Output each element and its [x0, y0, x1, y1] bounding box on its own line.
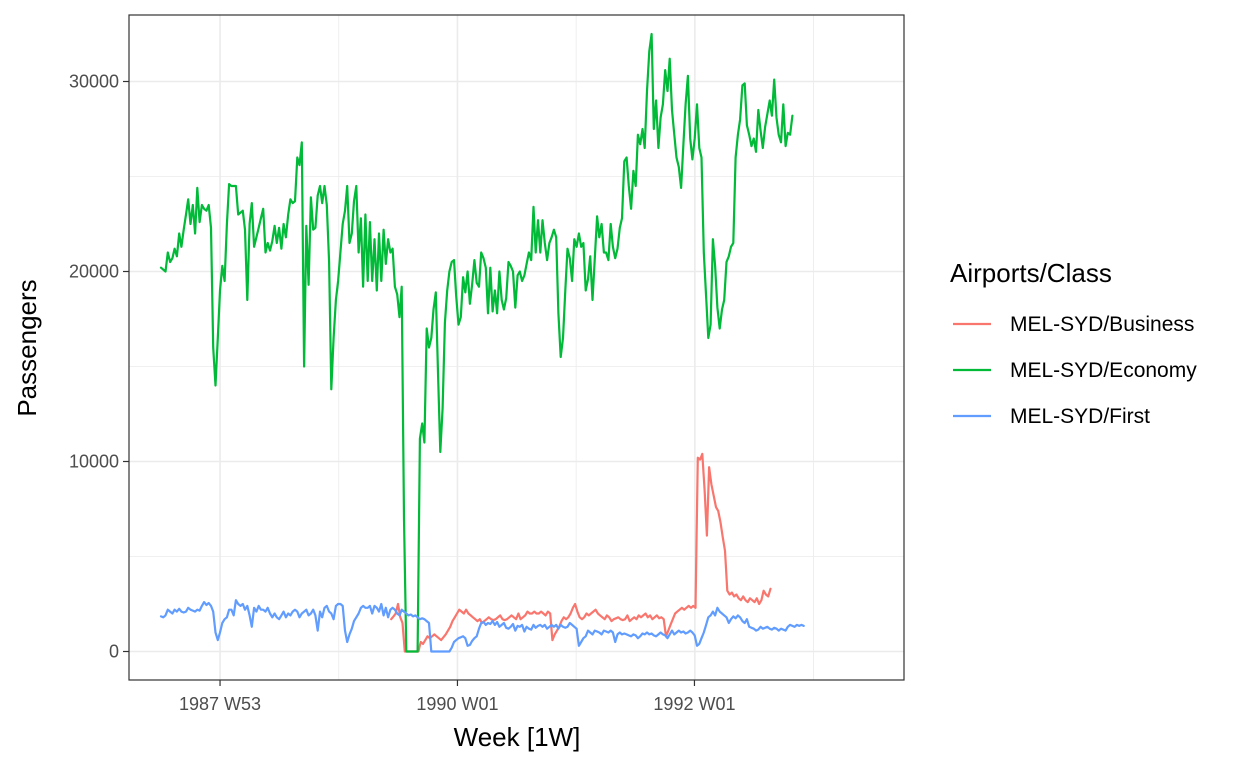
- x-tick-label: 1990 W01: [416, 694, 498, 714]
- y-axis: 0 10000 20000 30000: [69, 72, 129, 662]
- series-line-mel-syd-first: [159, 599, 805, 653]
- panel-background: [129, 15, 904, 680]
- legend-label: MEL-SYD/First: [1010, 405, 1150, 428]
- legend-label: MEL-SYD/Business: [1010, 313, 1194, 336]
- legend-items: MEL-SYD/Business MEL-SYD/Economy MEL-SYD/F…: [953, 313, 1197, 428]
- y-axis-title: Passengers: [12, 279, 42, 416]
- series-lines: [159, 32, 805, 653]
- x-tick-label: 1992 W01: [653, 694, 735, 714]
- series-line-mel-syd-business: [390, 452, 772, 653]
- legend-label: MEL-SYD/Economy: [1010, 359, 1197, 382]
- y-tick-label: 0: [109, 642, 119, 662]
- x-axis: 1987 W53 1990 W01 1992 W01: [179, 680, 735, 714]
- legend-title: Airports/Class: [950, 258, 1112, 288]
- x-axis-title: Week [1W]: [454, 722, 581, 752]
- minor-gridlines: [129, 15, 904, 680]
- y-tick-label: 20000: [69, 262, 119, 282]
- legend: Airports/Class MEL-SYD/Business MEL-SYD/E…: [950, 258, 1197, 428]
- y-tick-label: 10000: [69, 452, 119, 472]
- plot-panel: [128, 14, 905, 681]
- panel-border: [128, 14, 905, 681]
- x-tick-label: 1987 W53: [179, 694, 261, 714]
- y-tick-label: 30000: [69, 72, 119, 92]
- series-line-mel-syd-economy: [159, 32, 794, 653]
